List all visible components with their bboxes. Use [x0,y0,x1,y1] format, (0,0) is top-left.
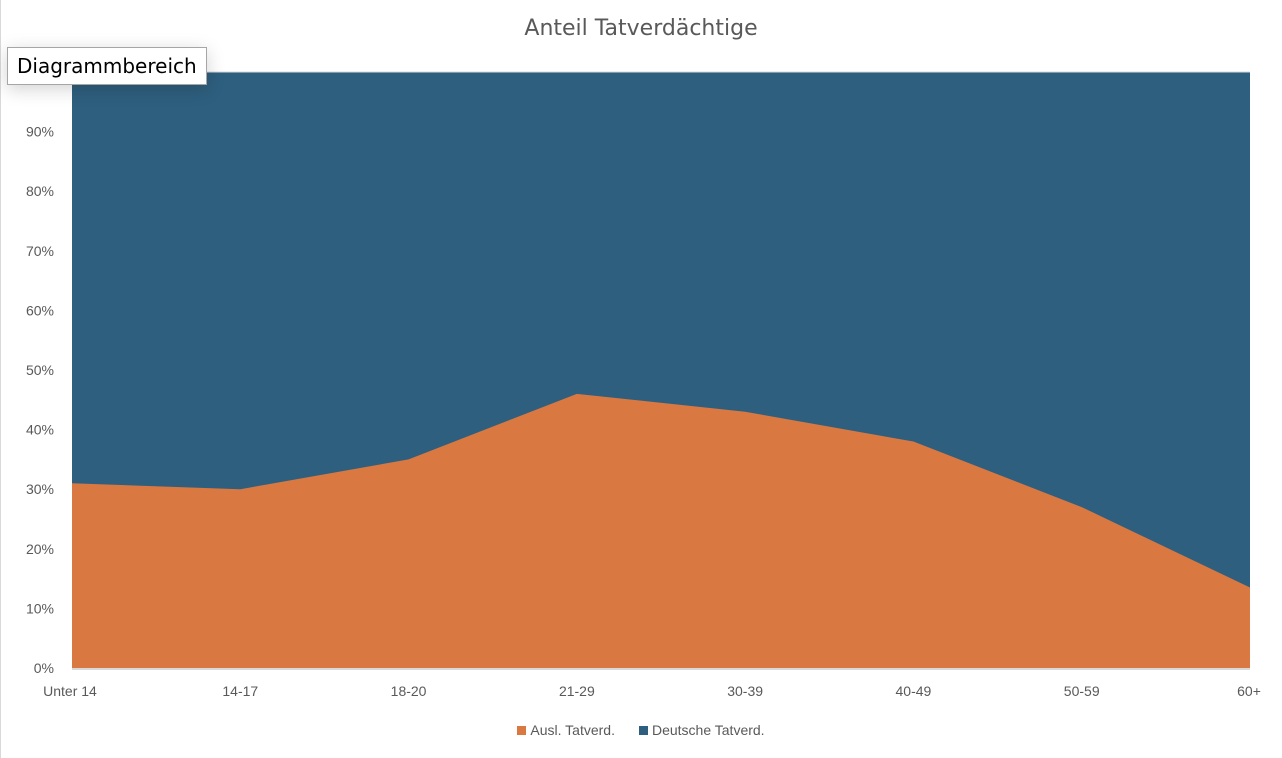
y-tick-label: 90% [26,124,54,140]
legend-item-deutsche[interactable]: Deutsche Tatverd. [638,722,765,738]
y-tick-label: 50% [26,362,54,378]
y-tick-label: 40% [26,422,54,438]
y-tick-label: 20% [26,541,54,557]
chart-title: Anteil Tatverdächtige [524,16,758,41]
x-tick-label: 18-20 [391,683,427,699]
legend-label: Deutsche Tatverd. [651,722,765,738]
x-tick-label: 21-29 [559,683,595,699]
y-tick-label: 70% [26,243,54,259]
x-tick-label: 40-49 [896,683,932,699]
legend-item-auslaender[interactable]: Ausl. Tatverd. [517,722,615,738]
y-tick-label: 60% [26,302,54,318]
chart-area-tooltip: Diagrammbereich [7,47,207,85]
y-tick-label: 80% [26,183,54,199]
plot-area[interactable] [72,71,1250,668]
y-tick-label: 10% [26,600,54,616]
legend-label: Ausl. Tatverd. [530,722,615,738]
x-axis: Unter 14 14-17 18-20 21-29 30-39 40-49 50-59 60… [43,668,1261,699]
y-tick-label: 30% [26,481,54,497]
y-axis: 0% 10% 20% 30% 40% 50% 60% 70% 80% 90% [26,124,54,676]
x-tick-label: 60+ [1237,683,1261,699]
x-tick-label: 14-17 [222,683,258,699]
x-tick-label: Unter 14 [43,683,97,699]
x-tick-label: 50-59 [1064,683,1100,699]
area-ausl-tatverd[interactable] [72,393,1250,668]
legend-swatch-blue [638,725,648,735]
legend: Ausl. Tatverd. Deutsche Tatverd. [0,722,1282,738]
y-tick-label: 0% [34,660,54,676]
window-edge [0,0,1,758]
legend-swatch-orange [517,725,527,735]
x-tick-label: 30-39 [727,683,763,699]
